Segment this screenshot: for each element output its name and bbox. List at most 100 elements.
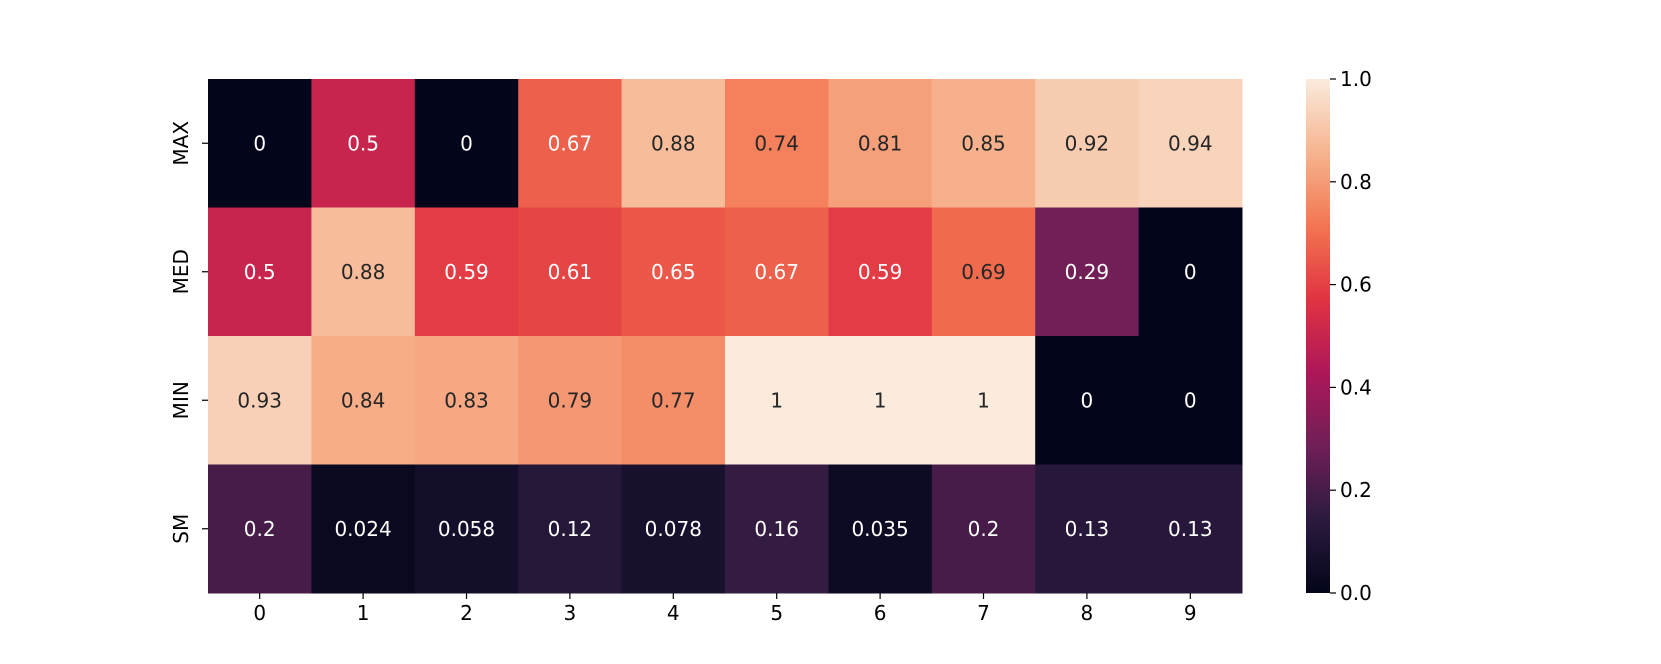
cell-value-label: 0 — [1184, 260, 1197, 284]
colorbar-tick-label: 1.0 — [1340, 67, 1372, 91]
cell-value-label: 0.88 — [341, 260, 386, 284]
heatmap-cell-3-9 — [1138, 464, 1243, 594]
heatmap-cell-0-0 — [208, 79, 312, 208]
heatmap-cell-3-4 — [621, 464, 726, 594]
cell-value-label: 0.59 — [444, 260, 489, 284]
cell-value-label: 0.67 — [548, 131, 593, 155]
x-axis: 0 1 2 3 4 5 6 7 8 9 — [253, 593, 1197, 625]
cell-value-label: 0.5 — [347, 131, 379, 155]
heatmap-cell-2-6 — [828, 336, 933, 465]
heatmap-cell-2-9 — [1138, 336, 1243, 465]
colorbar: 0.0 0.2 0.4 0.6 0.8 1.0 — [1306, 67, 1372, 605]
cell-value-label: 0.65 — [651, 260, 696, 284]
heatmap-cell-1-8 — [1035, 207, 1140, 337]
heatmap-cell-1-4 — [621, 207, 726, 337]
heatmap-cell-0-2 — [414, 79, 519, 208]
x-tick-label: 3 — [564, 601, 577, 625]
cell-value-label: 0.83 — [444, 388, 489, 412]
colorbar-gradient — [1306, 79, 1330, 593]
heatmap-cell-1-6 — [828, 207, 933, 337]
cell-value-label: 0.93 — [237, 388, 282, 412]
heatmap-cell-0-6 — [828, 79, 933, 208]
x-tick-label: 7 — [977, 601, 990, 625]
x-tick-label: 9 — [1184, 601, 1197, 625]
y-tick-label: MAX — [169, 121, 193, 166]
heatmap-cell-1-9 — [1138, 207, 1243, 337]
cell-value-label: 0.94 — [1168, 131, 1213, 155]
cell-value-label: 0.79 — [548, 388, 593, 412]
heatmap-cell-0-7 — [931, 79, 1036, 208]
y-tick-label: SM — [169, 514, 193, 544]
heatmap-cell-2-7 — [931, 336, 1036, 465]
cell-value-label: 0.2 — [244, 517, 276, 541]
x-tick-label: 8 — [1081, 601, 1094, 625]
heatmap-cell-2-1 — [311, 336, 416, 465]
heatmap-cell-2-0 — [208, 336, 312, 465]
heatmap-cell-2-5 — [725, 336, 829, 465]
x-tick-label: 0 — [253, 601, 266, 625]
heatmap-cell-2-4 — [621, 336, 726, 465]
cell-value-label: 0.035 — [851, 517, 908, 541]
heatmap-cell-3-7 — [931, 464, 1036, 594]
cell-value-label: 0.5 — [244, 260, 276, 284]
heatmap-cell-0-4 — [621, 79, 726, 208]
cell-value-label: 0.12 — [548, 517, 593, 541]
heatmap-cell-0-3 — [518, 79, 623, 208]
heatmap-cell-0-5 — [725, 79, 829, 208]
cell-value-label: 0.13 — [1168, 517, 1213, 541]
heatmap-cell-3-2 — [414, 464, 519, 594]
cell-value-label: 0.16 — [754, 517, 799, 541]
cell-value-label: 0.2 — [968, 517, 1000, 541]
cell-value-label: 0.59 — [858, 260, 903, 284]
x-tick-label: 2 — [460, 601, 473, 625]
cell-value-label: 0.74 — [754, 131, 799, 155]
heatmap-cell-0-1 — [311, 79, 416, 208]
cell-value-label: 1 — [977, 388, 990, 412]
x-tick-label: 4 — [667, 601, 680, 625]
x-tick-label: 1 — [357, 601, 370, 625]
cell-value-label: 0.058 — [438, 517, 495, 541]
cell-value-label: 0.81 — [858, 131, 903, 155]
heatmap-cell-3-3 — [518, 464, 623, 594]
colorbar-tick-label: 0.0 — [1340, 581, 1372, 605]
cell-value-label: 0.92 — [1065, 131, 1110, 155]
cell-value-label: 0 — [460, 131, 473, 155]
cell-value-label: 0.88 — [651, 131, 696, 155]
y-tick-label: MED — [169, 249, 193, 294]
heatmap-cell-1-2 — [414, 207, 519, 337]
heatmap-cell-2-2 — [414, 336, 519, 465]
cell-value-label: 0 — [1081, 388, 1094, 412]
cell-value-label: 0.84 — [341, 388, 386, 412]
heatmap-cell-1-3 — [518, 207, 623, 337]
heatmap-cell-3-5 — [725, 464, 829, 594]
heatmap-cell-3-0 — [208, 464, 312, 594]
heatmap-cell-3-8 — [1035, 464, 1140, 594]
heatmap-cell-1-5 — [725, 207, 829, 337]
cell-value-label: 0.29 — [1065, 260, 1110, 284]
heatmap-cell-3-1 — [311, 464, 416, 594]
heatmap-cell-0-8 — [1035, 79, 1140, 208]
heatmap-cell-labels: 0 0.5 0 0.67 0.88 0.74 0.81 0.85 0.92 0.94 0.5 0.88… — [237, 131, 1212, 541]
colorbar-tick-label: 0.4 — [1340, 375, 1372, 399]
heatmap-cells — [208, 79, 1243, 594]
y-tick-label: MIN — [169, 381, 193, 419]
cell-value-label: 0 — [1184, 388, 1197, 412]
colorbar-tick-label: 0.2 — [1340, 478, 1372, 502]
cell-value-label: 0.13 — [1065, 517, 1110, 541]
cell-value-label: 0.024 — [334, 517, 391, 541]
heatmap-cell-2-8 — [1035, 336, 1140, 465]
cell-value-label: 1 — [874, 388, 887, 412]
heatmap-cell-1-1 — [311, 207, 416, 337]
heatmap-cell-0-9 — [1138, 79, 1243, 208]
colorbar-tick-label: 0.6 — [1340, 273, 1372, 297]
cell-value-label: 0.69 — [961, 260, 1006, 284]
y-axis: MAX MED MIN SM — [169, 121, 208, 544]
cell-value-label: 0 — [253, 131, 266, 155]
heatmap-cell-1-7 — [931, 207, 1036, 337]
colorbar-tick-label: 0.8 — [1340, 170, 1372, 194]
x-tick-label: 6 — [874, 601, 887, 625]
x-tick-label: 5 — [770, 601, 783, 625]
cell-value-label: 0.61 — [548, 260, 593, 284]
heatmap-cell-2-3 — [518, 336, 623, 465]
